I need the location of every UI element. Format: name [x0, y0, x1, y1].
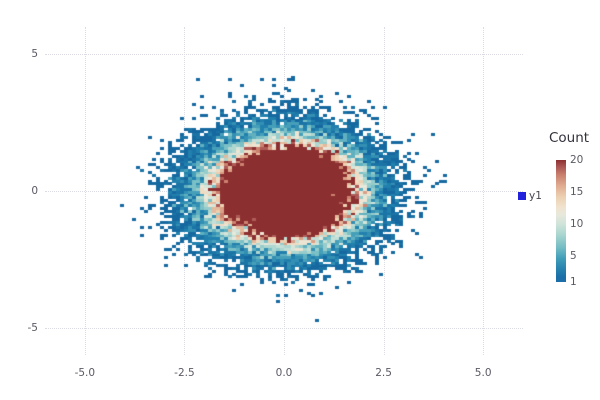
- legend-swatch-icon: [518, 192, 526, 201]
- colorbar-tick-label: 20: [570, 154, 584, 166]
- y-axis-tick-label: -5: [27, 321, 38, 334]
- plot-area: [45, 27, 523, 355]
- legend: Count y1 20 15 10 5 1: [516, 130, 600, 295]
- colorbar-tick-label: 1: [570, 276, 577, 288]
- colorbar-tick-label: 15: [570, 186, 584, 199]
- x-axis-tick-label: 2.5: [375, 367, 392, 379]
- legend-entry-label: y1: [529, 190, 542, 202]
- y-axis-tick-label: 5: [31, 48, 38, 61]
- x-axis-tick-label: 5.0: [474, 367, 492, 379]
- x-axis-tick-label: -5.0: [74, 367, 96, 379]
- colorbar-gradient: [556, 160, 566, 282]
- colorbar-tick-label: 10: [570, 218, 584, 231]
- legend-entry-y1[interactable]: y1: [518, 191, 542, 202]
- colorbar-title: Count: [549, 130, 590, 146]
- colorbar-tick-label: 5: [570, 250, 577, 263]
- x-axis-tick-label: -2.5: [174, 367, 195, 379]
- heatmap-bins: [45, 27, 523, 355]
- y-axis-tick-label: 0: [31, 185, 38, 197]
- x-axis-tick-label: 0.0: [275, 367, 293, 379]
